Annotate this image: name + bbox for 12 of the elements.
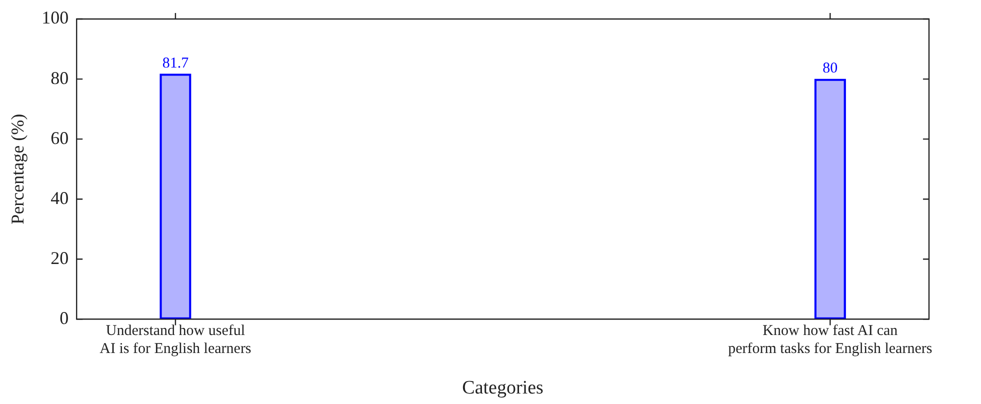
y-tick-label: 0 (60, 308, 69, 328)
data-label: 81.7 (162, 55, 190, 72)
y-tick-label: 60 (50, 128, 69, 148)
x-tick-label: Know how fast AI can perform tasks for English learners (728, 323, 932, 358)
x-tick-label: Understand how useful AI is for English learners (100, 323, 252, 358)
y-tick-label: 20 (50, 248, 69, 268)
y-axis-title: Percentage (%) (8, 114, 28, 224)
y-tick-label: 100 (42, 8, 69, 28)
y-tick-label: 80 (50, 68, 69, 88)
x-axis-title: Categories (462, 378, 544, 399)
data-label: 80 (822, 60, 838, 76)
y-tick-label: 40 (50, 188, 69, 208)
